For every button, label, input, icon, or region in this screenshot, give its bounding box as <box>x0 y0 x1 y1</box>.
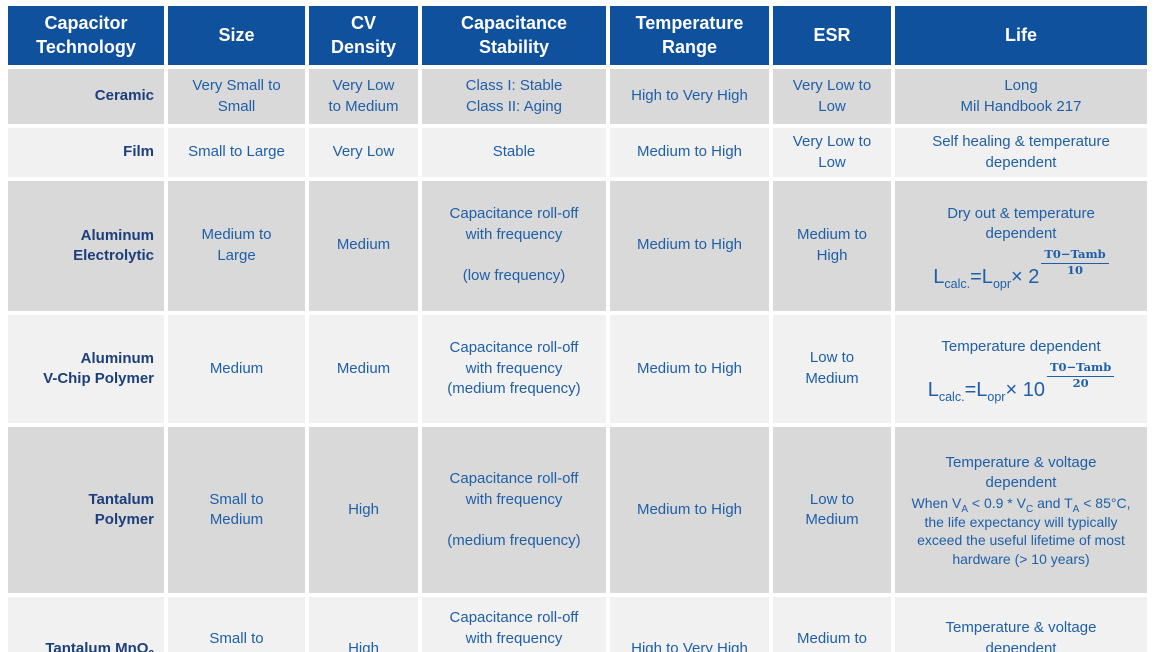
table-row-ceramic: Ceramic Very Small to Small Very Low to … <box>8 69 1147 124</box>
table-row-aluminum-vchip-polymer: Aluminum V-Chip Polymer Medium Medium Ca… <box>8 314 1147 424</box>
cell-aluminum-vchip-life: Temperature dependent Lcalc.=Lopr× 10 T0−… <box>895 314 1147 424</box>
cell-ceramic-temperature: High to Very High <box>610 69 769 124</box>
table-header: Capacitor Technology Size CV Density Cap… <box>8 6 1147 65</box>
cell-aluminum-vchip-stability: Capacitance roll-off with frequency (med… <box>422 314 606 424</box>
cell-film-esr: Very Low to Low <box>773 128 891 177</box>
cell-aluminum-vchip-cv-density: Medium <box>309 314 418 424</box>
cell-tantalum-mno2-cv-density: High <box>309 597 418 652</box>
life-formula: Lcalc.=Lopr× 10 T0−Tamb 20 <box>901 360 1141 403</box>
header-cell-cv-density: CV Density <box>309 6 418 65</box>
life-heading: Temperature dependent <box>941 338 1101 356</box>
row-label-aluminum-vchip-polymer: Aluminum V-Chip Polymer <box>8 314 164 424</box>
header-cell-size: Size <box>168 6 305 65</box>
cell-tantalum-polymer-cv-density: High <box>309 427 418 594</box>
cell-tantalum-mno2-temperature: High to Very High <box>610 597 769 652</box>
header-cell-capacitor-technology: Capacitor Technology <box>8 6 164 65</box>
cell-film-size: Small to Large <box>168 128 305 177</box>
cell-aluminum-electrolytic-stability: Capacitance roll-off with frequency (low… <box>422 181 606 311</box>
life-note: When VA < 0.9 * VC and TA < 85°C, the li… <box>911 495 1131 567</box>
life-heading: Temperature & voltage dependent <box>945 453 1097 492</box>
cell-aluminum-vchip-esr: Low to Medium <box>773 314 891 424</box>
cell-aluminum-electrolytic-cv-density: Medium <box>309 181 418 311</box>
header-cell-life: Life <box>895 6 1147 65</box>
cell-tantalum-mno2-life: Temperature & voltage dependent Mil Hand… <box>895 597 1147 652</box>
cell-tantalum-polymer-size: Small to Medium <box>168 427 305 594</box>
life-heading: Dry out & temperature dependent <box>947 204 1095 243</box>
cell-ceramic-stability: Class I: Stable Class II: Aging <box>422 69 606 124</box>
header-cell-temperature-range: Temperature Range <box>610 6 769 65</box>
formula-exponent-fraction: T0−Tamb 20 <box>1046 360 1115 391</box>
life-formula: Lcalc.=Lopr× 2 T0−Tamb 10 <box>901 247 1141 290</box>
cell-tantalum-polymer-esr: Low to Medium <box>773 427 891 594</box>
formula-exponent-fraction: T0−Tamb 10 <box>1041 247 1109 278</box>
cell-ceramic-size: Very Small to Small <box>168 69 305 124</box>
header-row: Capacitor Technology Size CV Density Cap… <box>8 6 1147 65</box>
row-label-tantalum-mno2: Tantalum MnO2 <box>8 597 164 652</box>
header-cell-esr: ESR <box>773 6 891 65</box>
header-cell-capacitance-stability: Capacitance Stability <box>422 6 606 65</box>
cell-aluminum-electrolytic-life: Dry out & temperature dependent Lcalc.=L… <box>895 181 1147 311</box>
capacitor-comparison-table: Capacitor Technology Size CV Density Cap… <box>4 2 1151 652</box>
cell-film-stability: Stable <box>422 128 606 177</box>
cell-film-cv-density: Very Low <box>309 128 418 177</box>
row-label-tantalum-polymer: Tantalum Polymer <box>8 427 164 594</box>
table-row-tantalum-mno2: Tantalum MnO2 Small to Medium High Capac… <box>8 597 1147 652</box>
cell-aluminum-electrolytic-size: Medium to Large <box>168 181 305 311</box>
row-label-ceramic: Ceramic <box>8 69 164 124</box>
cell-aluminum-electrolytic-temperature: Medium to High <box>610 181 769 311</box>
cell-aluminum-electrolytic-esr: Medium to High <box>773 181 891 311</box>
cell-ceramic-cv-density: Very Low to Medium <box>309 69 418 124</box>
cell-tantalum-polymer-stability: Capacitance roll-off with frequency (med… <box>422 427 606 594</box>
cell-tantalum-polymer-temperature: Medium to High <box>610 427 769 594</box>
cell-tantalum-mno2-stability: Capacitance roll-off with frequency (low… <box>422 597 606 652</box>
cell-film-temperature: Medium to High <box>610 128 769 177</box>
cell-aluminum-vchip-temperature: Medium to High <box>610 314 769 424</box>
cell-film-life: Self healing & temperature dependent <box>895 128 1147 177</box>
cell-tantalum-mno2-esr: Medium to High <box>773 597 891 652</box>
table-row-aluminum-electrolytic: Aluminum Electrolytic Medium to Large Me… <box>8 181 1147 311</box>
cell-tantalum-mno2-size: Small to Medium <box>168 597 305 652</box>
cell-tantalum-polymer-life: Temperature & voltage dependent When VA … <box>895 427 1147 594</box>
cell-ceramic-life: Long Mil Handbook 217 <box>895 69 1147 124</box>
table-row-film: Film Small to Large Very Low Stable Medi… <box>8 128 1147 177</box>
cell-aluminum-vchip-size: Medium <box>168 314 305 424</box>
row-label-film: Film <box>8 128 164 177</box>
cell-ceramic-esr: Very Low to Low <box>773 69 891 124</box>
table-row-tantalum-polymer: Tantalum Polymer Small to Medium High Ca… <box>8 427 1147 594</box>
row-label-aluminum-electrolytic: Aluminum Electrolytic <box>8 181 164 311</box>
